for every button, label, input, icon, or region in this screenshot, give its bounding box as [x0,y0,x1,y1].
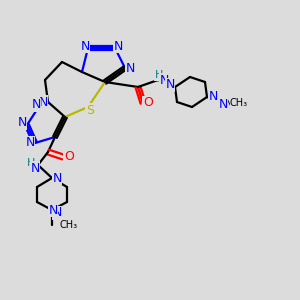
Text: N: N [113,40,123,52]
Text: S: S [86,103,94,116]
Text: N: N [38,95,48,109]
Text: N: N [218,98,228,110]
Text: N: N [31,98,41,112]
Text: N: N [208,91,218,103]
Text: H: H [27,158,35,168]
Text: N: N [25,136,35,149]
Text: N: N [125,61,135,74]
Text: H: H [155,70,163,80]
Text: N: N [80,40,90,52]
Text: N: N [48,203,58,217]
Text: N: N [52,172,62,184]
Text: N: N [30,161,40,175]
Text: N: N [159,74,169,86]
Text: N: N [17,116,27,130]
Text: O: O [64,149,74,163]
Text: N: N [225,98,233,108]
Text: N: N [165,79,175,92]
Text: O: O [143,97,153,110]
Text: N: N [52,206,62,220]
Text: CH₃: CH₃ [230,98,248,108]
Text: CH₃: CH₃ [59,220,77,230]
